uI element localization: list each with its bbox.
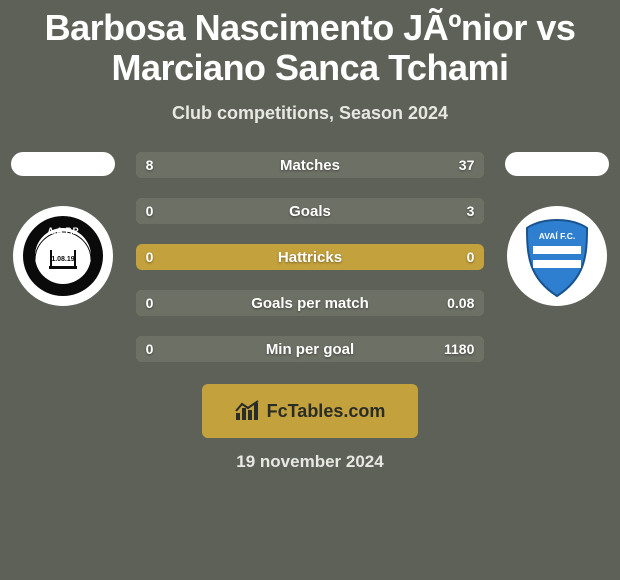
- stat-bar: 00Hattricks: [136, 244, 485, 270]
- stat-label: Min per goal: [136, 341, 485, 358]
- stat-bar: 00.08Goals per match: [136, 290, 485, 316]
- stat-label: Goals: [136, 203, 485, 220]
- page-title: Barbosa Nascimento JÃºnior vs Marciano S…: [0, 0, 620, 87]
- stat-bars: 837Matches 03Goals 00Hattricks 00.08Goals p…: [136, 152, 485, 362]
- stat-bar: 01180Min per goal: [136, 336, 485, 362]
- subtitle: Club competitions, Season 2024: [0, 103, 620, 124]
- right-club-logo: AVAÍ F.C.: [507, 206, 607, 306]
- date-text: 19 november 2024: [0, 452, 620, 472]
- left-column: A.A.P.P 1.08.19: [8, 152, 118, 306]
- brand-badge: FcTables.com: [202, 384, 418, 438]
- left-player-pill: [11, 152, 115, 176]
- right-player-pill: [505, 152, 609, 176]
- left-logo-subtext: 1.08.19: [51, 256, 74, 263]
- chart-icon: [235, 400, 261, 422]
- right-column: AVAÍ F.C.: [502, 152, 612, 306]
- brand-text: FcTables.com: [267, 401, 386, 422]
- stat-bar: 837Matches: [136, 152, 485, 178]
- stat-label: Matches: [136, 157, 485, 174]
- left-logo-text: A.A.P.P: [47, 226, 78, 236]
- comparison-content: A.A.P.P 1.08.19 837Matches 03Goals 00Hattr…: [0, 152, 620, 362]
- right-logo-text: AVAÍ F.C.: [539, 231, 576, 241]
- stat-bar: 03Goals: [136, 198, 485, 224]
- stat-label: Goals per match: [136, 295, 485, 312]
- stat-label: Hattricks: [136, 249, 485, 266]
- left-club-logo: A.A.P.P 1.08.19: [13, 206, 113, 306]
- left-club-logo-svg: A.A.P.P 1.08.19: [13, 206, 113, 306]
- right-club-logo-svg: AVAÍ F.C.: [507, 206, 607, 306]
